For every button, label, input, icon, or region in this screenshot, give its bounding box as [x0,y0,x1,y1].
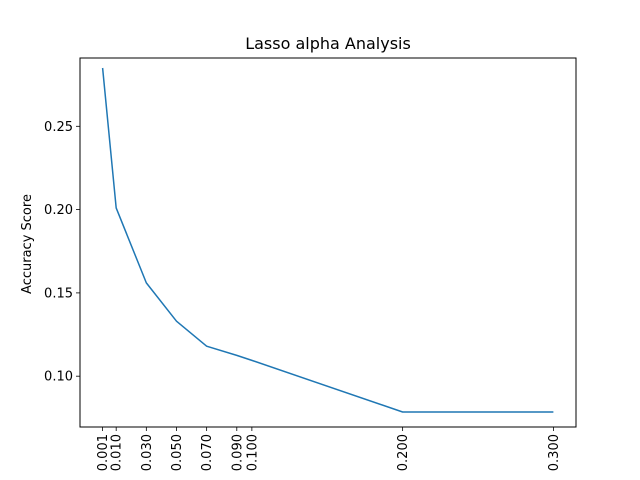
x-tick-label: 0.300 [547,434,562,471]
series-line-0 [101,67,554,413]
series-layer [101,67,554,413]
x-tick-label: 0.100 [245,434,260,471]
y-tick-label: 0.20 [44,203,73,218]
y-axis-ticks: 0.10 0.15 0.20 0.25 [44,120,80,385]
y-tick-label: 0.25 [44,120,73,135]
x-tick-label: 0.200 [396,434,411,471]
x-tick-label: 0.090 [230,434,245,471]
chart-title: Lasso alpha Analysis [245,34,411,53]
x-tick-label: 0.070 [200,434,215,471]
x-tick-label: 0.030 [140,434,155,471]
x-tick-label: 0.010 [110,434,125,471]
plot-frame [79,57,577,428]
y-tick-label: 0.15 [44,286,73,301]
y-axis-label: Accuracy Score [20,194,35,294]
x-tick-label: 0.050 [170,434,185,471]
x-tick-label: 0.001 [96,434,111,471]
y-tick-label: 0.10 [44,370,73,385]
